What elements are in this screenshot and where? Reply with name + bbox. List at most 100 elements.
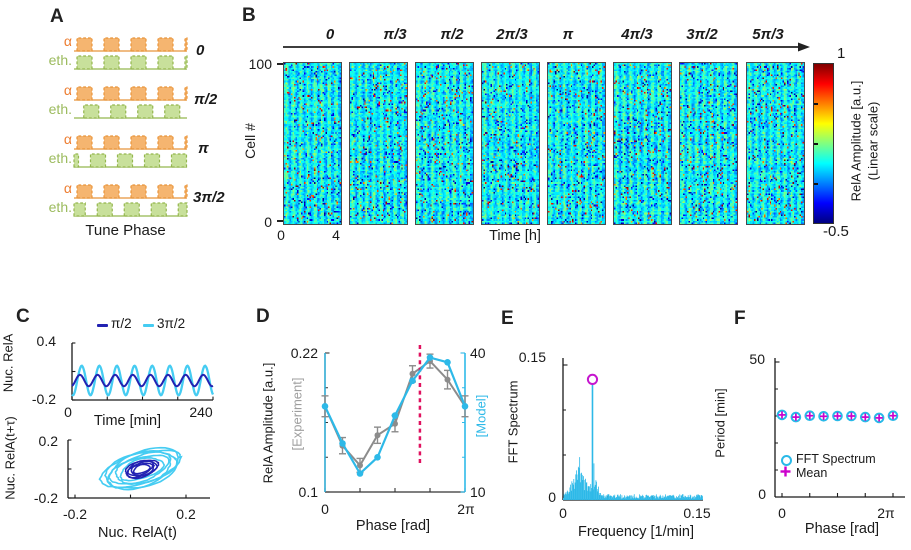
c2-ylabel: Nuc. RelA(t+τ)	[2, 416, 18, 500]
b-ytick-bottom	[277, 220, 283, 222]
eth-label: eth.	[48, 52, 72, 68]
pulse-phase-0: 0	[196, 42, 205, 59]
d-xlabel: Phase [rad]	[355, 518, 431, 534]
b-phase-1: π/3	[383, 26, 407, 43]
d-rmax: 40	[470, 345, 486, 361]
c2-ymax: 0.2	[38, 433, 58, 449]
f-ymin: 0	[758, 486, 766, 502]
panel-c-phase-portrait-plot	[67, 439, 210, 499]
heatmap-3	[481, 62, 540, 225]
cb-label-1: RelA Amplitude [a.u.]	[848, 80, 864, 202]
pulse-train-0	[74, 37, 188, 70]
pulse-phase-3: 3π/2	[193, 189, 225, 206]
panel-a-label: A	[50, 6, 64, 27]
colorbar-tick	[814, 183, 818, 185]
heatmap-1	[349, 62, 408, 225]
d-x0: 0	[321, 501, 329, 517]
tune-phase-caption: Tune Phase	[85, 222, 166, 239]
c1-ymin: -0.2	[31, 391, 56, 407]
cb-max: 1	[837, 45, 846, 62]
d-ymax: 0.22	[290, 345, 318, 361]
b-ylabel: Cell #	[242, 123, 258, 159]
alpha-label: α	[63, 82, 72, 98]
d-x2pi: 2π	[457, 501, 475, 517]
panel-c-label: C	[16, 306, 30, 327]
e-ymin: 0	[548, 489, 556, 505]
heatmap-0	[283, 62, 342, 225]
b-xlabel: Time [h]	[489, 228, 541, 244]
panel-b-label: B	[242, 5, 256, 26]
colorbar	[813, 63, 834, 224]
b-ytick-top	[277, 63, 283, 65]
b-phase-3: 2π/3	[496, 26, 528, 43]
c1-x240: 240	[189, 404, 213, 420]
pulse-train-1	[74, 86, 188, 119]
f-ymax: 50	[749, 351, 765, 367]
cb-min: -0.5	[823, 223, 849, 240]
b-phase-4: π	[562, 26, 574, 43]
f-legend-1: FFT Spectrum	[796, 452, 876, 466]
b-phase-5: 4π/3	[621, 26, 653, 43]
pulse-train-3	[73, 184, 188, 217]
c2-xmin: -0.2	[62, 506, 88, 522]
mean-plus-icon	[780, 466, 791, 477]
arrowhead-icon	[798, 42, 810, 52]
d-rmin: 10	[470, 484, 486, 500]
panel-e-plot	[562, 358, 703, 501]
colorbar-tick	[814, 103, 818, 105]
legend-dash-cyan-icon	[143, 324, 154, 327]
alpha-label: α	[63, 33, 72, 49]
b-ymin: 0	[264, 214, 272, 230]
panel-d-plot	[321, 345, 469, 493]
b-phase-7: 5π/3	[752, 26, 784, 43]
b-x0: 0	[277, 227, 285, 243]
fft-circle-icon	[781, 455, 792, 466]
eth-label: eth.	[48, 199, 72, 215]
c2-ymin: -0.2	[33, 490, 58, 506]
panel-d-label: D	[256, 306, 270, 327]
eth-label: eth.	[48, 150, 72, 166]
e-xlabel: Frequency [1/min]	[577, 524, 695, 540]
b-phase-0: 0	[325, 26, 335, 43]
e-ymax: 0.15	[518, 349, 546, 365]
cb-label-2: (Linear scale)	[865, 101, 881, 181]
alpha-label: α	[63, 180, 72, 196]
panel-c-traces-plot	[71, 342, 215, 401]
b-phase-6: 3π/2	[686, 26, 718, 43]
c1-x0: 0	[64, 404, 72, 420]
pulse-train-2	[73, 135, 188, 168]
pulse-phase-1: π/2	[194, 91, 218, 108]
heatmap-4	[547, 62, 606, 225]
c1-ymax: 0.4	[36, 333, 56, 349]
b-x4: 4	[332, 227, 340, 243]
legend-dash-navy-icon	[97, 324, 108, 327]
pulse-phase-2: π	[198, 140, 209, 157]
b-phase-2: π/2	[440, 26, 464, 43]
c1-legend-1: π/2	[111, 316, 132, 331]
f-xlabel: Phase [rad]	[804, 521, 880, 537]
panel-e-label: E	[501, 308, 514, 329]
heatmap-5	[613, 62, 672, 225]
panel-f-label: F	[734, 308, 746, 329]
c2-xlabel: Nuc. RelA(t)	[98, 525, 177, 541]
heatmap-6	[679, 62, 738, 225]
d-ymin: 0.1	[298, 484, 318, 500]
colorbar-tick	[814, 143, 818, 145]
panel-f-plot	[774, 358, 905, 498]
b-ymax: 100	[248, 56, 272, 72]
heatmap-7	[746, 62, 805, 225]
c1-ylabel: Nuc. RelA	[0, 333, 16, 393]
e-x0: 0	[559, 505, 567, 521]
alpha-label: α	[63, 131, 72, 147]
c1-xlabel: Time [min]	[93, 413, 162, 429]
e-xmax: 0.15	[683, 505, 711, 521]
c2-xmax: 0.2	[176, 506, 196, 522]
f-x0: 0	[778, 505, 786, 521]
f-x2pi: 2π	[877, 505, 895, 521]
eth-label: eth.	[48, 101, 72, 117]
f-legend-2: Mean	[796, 466, 828, 480]
phase-arrow	[283, 42, 810, 52]
c1-legend-2: 3π/2	[157, 316, 186, 331]
heatmap-2	[415, 62, 474, 225]
